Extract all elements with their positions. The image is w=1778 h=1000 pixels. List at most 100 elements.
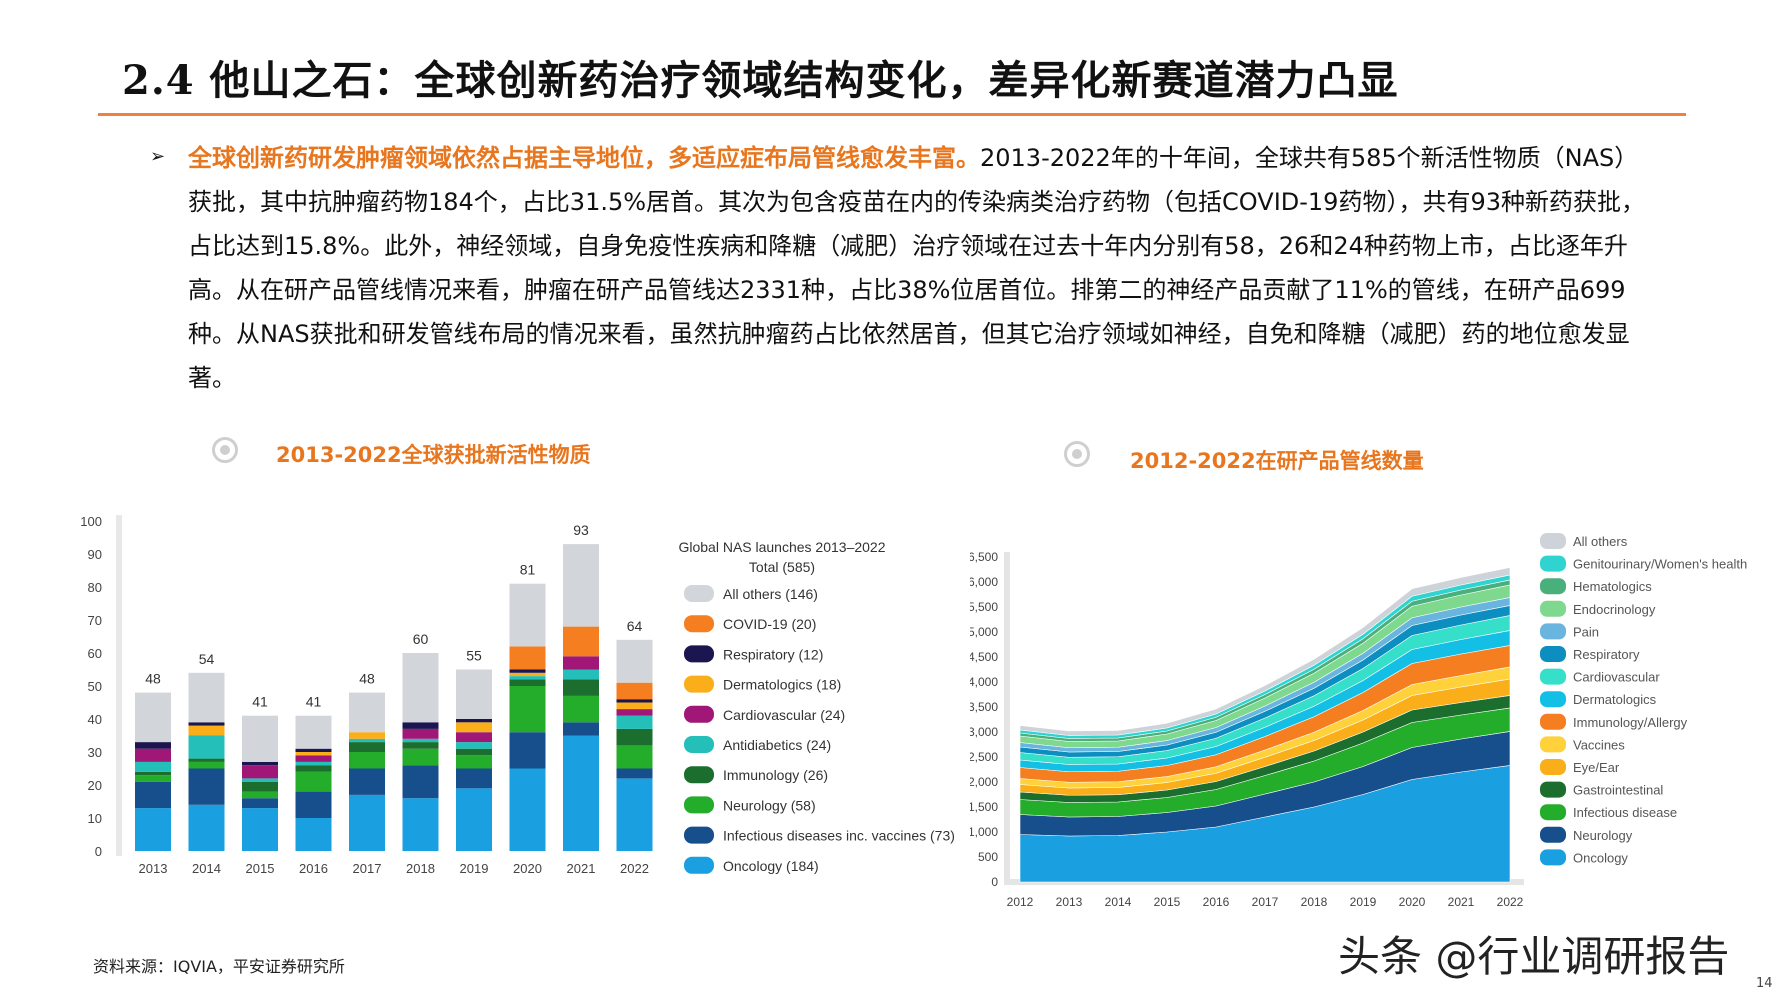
legend-label: Endocrinology	[1573, 602, 1656, 617]
bar-segment-neurology	[188, 761, 225, 769]
area-all-others	[1019, 567, 1511, 736]
bar-total-label: 55	[466, 648, 482, 664]
bar-segment-infectious-diseases-inc-vaccines	[135, 781, 171, 809]
chart2-title: 2012-2022在研产品管线数量	[1130, 449, 1424, 473]
bar-segment-all-others	[135, 692, 171, 743]
bar-total-label: 48	[145, 671, 161, 687]
legend-label: COVID-19 (20)	[723, 616, 816, 632]
bar-segment-all-others	[188, 672, 225, 723]
y-tick-label: 2,000	[970, 775, 998, 789]
bar-segment-antidiabetics	[563, 669, 599, 680]
bar-total-label: 48	[359, 671, 375, 687]
bar-total-label: 54	[199, 651, 215, 667]
legend-swatch	[684, 766, 714, 784]
bar-segment-infectious-diseases-inc-vaccines	[402, 765, 439, 799]
y-tick-label: 500	[978, 850, 998, 864]
legend-label: Cardiovascular (24)	[723, 707, 845, 723]
summary-paragraph: 全球创新药研发肿瘤领域依然占据主导地位，多适应症布局管线愈发丰富。2013-20…	[188, 136, 1648, 400]
legend-swatch	[1540, 736, 1566, 753]
legend-label: All others	[1573, 534, 1628, 549]
bar-total-label: 64	[627, 618, 643, 634]
bar-segment-oncology	[563, 735, 599, 851]
watermark: 头条 @行业调研报告	[1338, 932, 1730, 981]
legend-swatch	[684, 796, 714, 814]
chart1-title: 2013-2022全球获批新活性物质	[276, 443, 591, 467]
summary-body: 2013-2022年的十年间，全球共有585个新活性物质（NAS）获批，其中抗肿…	[188, 144, 1645, 392]
legend-swatch	[1540, 781, 1566, 798]
bar-segment-infectious-diseases-inc-vaccines	[456, 768, 492, 789]
legend-swatch	[684, 585, 714, 602]
legend-swatch	[1540, 555, 1566, 572]
legend-swatch	[684, 856, 714, 874]
bar-segment-immunology	[349, 742, 385, 752]
legend-label: Infectious disease	[1573, 805, 1677, 820]
legend-label: Neurology	[1573, 828, 1633, 843]
x-tick-label: 2016	[1203, 895, 1230, 909]
bar-segment-dermatologics	[188, 725, 225, 736]
bar-segment-oncology	[188, 804, 225, 851]
legend-label: Immunology/Allergy	[1573, 715, 1688, 730]
bar-segment-neurology	[349, 752, 385, 769]
bar-segment-infectious-diseases-inc-vaccines	[188, 768, 225, 805]
legend-label: Hematologics	[1573, 579, 1652, 594]
legend-label: Respiratory	[1573, 647, 1640, 662]
legend-label: Oncology	[1573, 850, 1628, 865]
bar-segment-all-others	[456, 669, 492, 719]
y-tick-label: 10	[88, 811, 102, 826]
x-tick-label: 2022	[1497, 895, 1524, 909]
x-tick-label: 2019	[1350, 895, 1377, 909]
legend-label: Dermatologics	[1573, 692, 1657, 707]
x-tick-label: 2021	[567, 861, 596, 876]
y-tick-label: 90	[88, 547, 102, 562]
bar-segment-oncology	[242, 808, 278, 851]
bar-segment-neurology	[456, 755, 492, 769]
bar-segment-antidiabetics	[402, 738, 439, 743]
legend-label: Respiratory (12)	[723, 646, 823, 662]
bar-segment-neurology	[616, 745, 653, 769]
bar-segment-antidiabetics	[135, 761, 171, 772]
legend-label: Oncology (184)	[723, 858, 819, 874]
legend-swatch	[1540, 759, 1566, 775]
legend-label: Antidiabetics (24)	[723, 737, 831, 753]
bar-segment-cardiovascular	[563, 656, 599, 670]
y-tick-label: 1,500	[970, 800, 998, 814]
bar-segment-infectious-diseases-inc-vaccines	[242, 798, 278, 809]
bar-segment-infectious-diseases-inc-vaccines	[509, 732, 546, 769]
bar-segment-all-others	[295, 715, 332, 749]
pipeline-area-chart: 0 500 1,000 1,500 2,000 2,500 3,000 3,500 4,000 4…	[970, 533, 1747, 909]
bar-segment-all-others	[509, 583, 546, 647]
legend-swatch	[684, 615, 714, 633]
bar-segment-immunology	[242, 781, 278, 792]
bar-segment-antidiabetics	[242, 778, 278, 782]
bar-segment-all-others	[402, 653, 439, 723]
y-tick-label: 3,000	[970, 725, 998, 739]
legend-label: Genitourinary/Women's health	[1573, 557, 1747, 572]
y-tick-label: 30	[88, 745, 102, 760]
y-tick-label: 4,500	[970, 650, 998, 664]
page-title: 2.4 他山之石：全球创新药治疗领域结构变化，差异化新赛道潜力凸显	[122, 57, 1399, 104]
bar-total-label: 60	[413, 631, 429, 647]
legend-label: Gastrointestinal	[1573, 783, 1663, 798]
bar-segment-cardiovascular	[456, 732, 492, 743]
legend-swatch	[684, 705, 714, 723]
legend-swatch	[1540, 668, 1566, 685]
bar-segment-covid-19	[563, 626, 599, 657]
x-tick-label: 2022	[620, 861, 649, 876]
bar-segment-respiratory	[402, 722, 439, 729]
bar-segment-oncology	[135, 808, 171, 851]
bar-segment-immunology	[135, 771, 171, 776]
bar-segment-infectious-diseases-inc-vaccines	[616, 768, 653, 779]
bar-segment-oncology	[349, 794, 385, 851]
x-tick-label: 2014	[192, 861, 221, 876]
bar-segment-cardiovascular	[242, 765, 278, 779]
bar-total-label: 93	[573, 522, 589, 538]
y-tick-label: 0	[991, 875, 998, 889]
legend-swatch	[684, 826, 714, 844]
title-divider	[98, 113, 1686, 116]
legend-label: Dermatologics (18)	[723, 677, 841, 693]
y-tick-label: 50	[88, 679, 102, 694]
legend-swatch	[1540, 826, 1566, 843]
legend-swatch	[1540, 804, 1566, 821]
legend-label: Pain	[1573, 624, 1599, 639]
bar-segment-covid-19	[509, 646, 546, 670]
